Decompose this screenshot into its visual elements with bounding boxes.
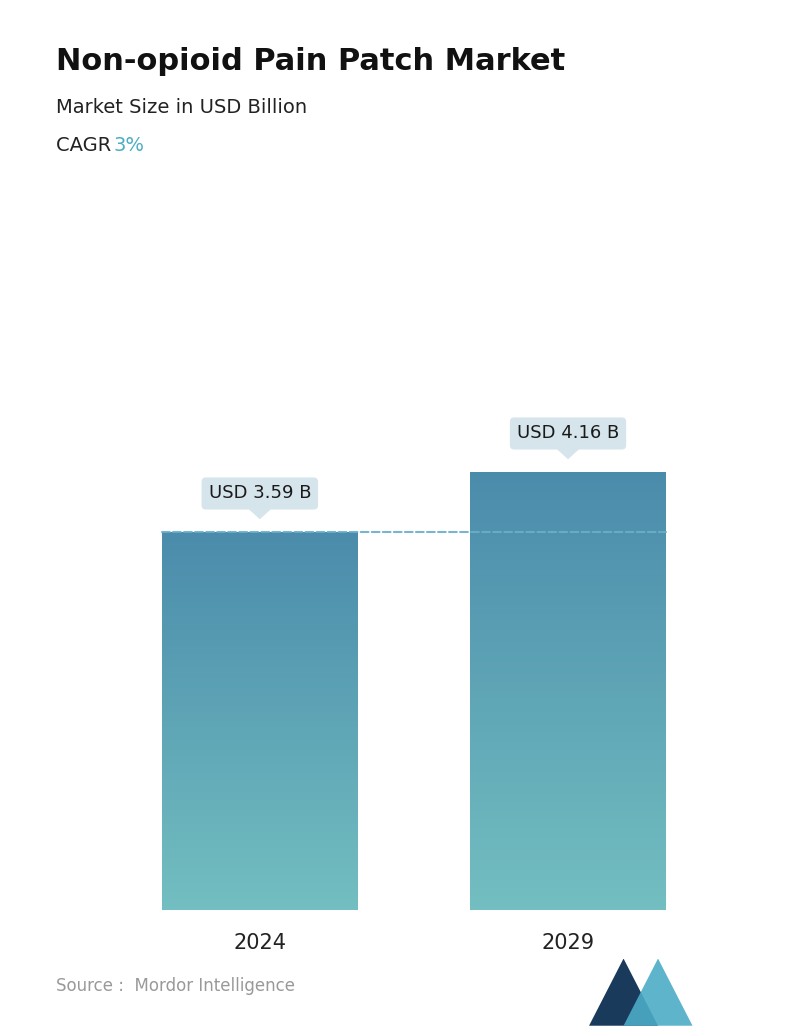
Text: USD 4.16 B: USD 4.16 B: [517, 425, 619, 443]
Text: Non-opioid Pain Patch Market: Non-opioid Pain Patch Market: [56, 47, 565, 75]
Text: USD 3.59 B: USD 3.59 B: [209, 485, 311, 503]
Text: 2029: 2029: [541, 933, 595, 953]
Text: 3%: 3%: [113, 136, 144, 155]
Polygon shape: [623, 959, 693, 1026]
Text: 2024: 2024: [233, 933, 287, 953]
Text: CAGR: CAGR: [56, 136, 123, 155]
Text: Source :  Mordor Intelligence: Source : Mordor Intelligence: [56, 977, 295, 995]
Text: Market Size in USD Billion: Market Size in USD Billion: [56, 98, 306, 117]
Polygon shape: [589, 959, 658, 1026]
Polygon shape: [242, 503, 277, 518]
Polygon shape: [551, 443, 586, 458]
